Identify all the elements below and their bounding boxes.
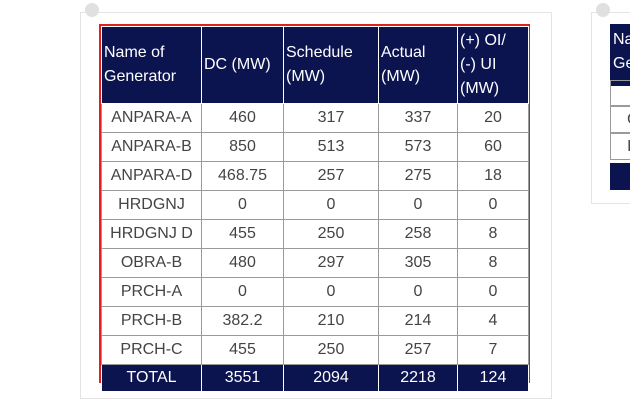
cell-actual: 573 (378, 132, 458, 162)
cell-schedule: 317 (283, 103, 379, 133)
adjacent-cell: C (627, 111, 630, 128)
cell-oi-ui: 0 (457, 277, 529, 307)
cell-schedule: 250 (283, 219, 379, 249)
cell-oi-ui: 18 (457, 161, 529, 191)
generator-table-container: Name of Generator DC (MW) Schedule (MW) … (99, 24, 530, 392)
adjacent-table-total-row (610, 163, 630, 190)
column-header-name: Name of Generator (101, 26, 202, 104)
cell-oi-ui: 8 (457, 248, 529, 278)
column-header-schedule: Schedule (MW) (283, 26, 379, 104)
adjacent-header-label: Na Ge (613, 31, 630, 72)
cell-generator-name: ANPARA-A (101, 103, 202, 133)
total-label: TOTAL (101, 364, 202, 392)
table-row: PRCH-B 382.2 210 214 4 (101, 306, 529, 336)
cell-schedule: 513 (283, 132, 379, 162)
cell-actual: 0 (378, 190, 458, 220)
table-header-row: Name of Generator DC (MW) Schedule (MW) … (101, 26, 529, 104)
cell-generator-name: ANPARA-D (101, 161, 202, 191)
table-total-row: TOTAL 3551 2094 2218 124 (101, 364, 529, 392)
cell-schedule: 257 (283, 161, 379, 191)
cell-oi-ui: 4 (457, 306, 529, 336)
cell-generator-name: ANPARA-B (101, 132, 202, 162)
cell-oi-ui: 8 (457, 219, 529, 249)
cell-generator-name: PRCH-A (101, 277, 202, 307)
cell-oi-ui: 7 (457, 335, 529, 365)
table-row: HRDGNJ D 455 250 258 8 (101, 219, 529, 249)
cell-generator-name: PRCH-C (101, 335, 202, 365)
cell-actual: 337 (378, 103, 458, 133)
total-schedule: 2094 (283, 364, 379, 392)
column-header-label: Actual (MW) (381, 44, 426, 85)
cell-actual: 257 (378, 335, 458, 365)
cell-dc: 468.75 (201, 161, 284, 191)
cell-schedule: 297 (283, 248, 379, 278)
card-indicator (85, 3, 99, 17)
column-header-label: Name of Generator (104, 44, 177, 85)
cell-dc: 0 (201, 277, 284, 307)
total-dc: 3551 (201, 364, 284, 392)
cell-dc: 850 (201, 132, 284, 162)
cell-dc: 480 (201, 248, 284, 278)
adjacent-cell: I (627, 138, 630, 155)
cell-oi-ui: 60 (457, 132, 529, 162)
cell-dc: 460 (201, 103, 284, 133)
adjacent-table-row (610, 80, 630, 106)
column-header-label: (+) OI/ (-) UI (MW) (460, 32, 506, 97)
adjacent-table-row: C (610, 106, 630, 133)
card-indicator (596, 3, 610, 17)
total-oi-ui: 124 (457, 364, 529, 392)
generator-table: Name of Generator DC (MW) Schedule (MW) … (101, 26, 529, 392)
cell-dc: 0 (201, 190, 284, 220)
table-row: ANPARA-A 460 317 337 20 (101, 103, 529, 133)
adjacent-table-row: I (610, 133, 630, 160)
column-header-actual: Actual (MW) (378, 26, 458, 104)
table-row: OBRA-B 480 297 305 8 (101, 248, 529, 278)
table-row: ANPARA-B 850 513 573 60 (101, 132, 529, 162)
cell-actual: 305 (378, 248, 458, 278)
cell-generator-name: PRCH-B (101, 306, 202, 336)
cell-dc: 455 (201, 335, 284, 365)
column-header-label: DC (MW) (204, 56, 271, 73)
cell-oi-ui: 0 (457, 190, 529, 220)
cell-actual: 275 (378, 161, 458, 191)
table-row: ANPARA-D 468.75 257 275 18 (101, 161, 529, 191)
column-header-dc: DC (MW) (201, 26, 284, 104)
cell-dc: 382.2 (201, 306, 284, 336)
column-header-oi-ui: (+) OI/ (-) UI (MW) (457, 26, 529, 104)
cell-actual: 214 (378, 306, 458, 336)
cell-schedule: 0 (283, 277, 379, 307)
table-row: HRDGNJ 0 0 0 0 (101, 190, 529, 220)
adjacent-table-header: Na Ge (610, 24, 630, 86)
cell-schedule: 0 (283, 190, 379, 220)
cell-generator-name: HRDGNJ (101, 190, 202, 220)
table-row: PRCH-A 0 0 0 0 (101, 277, 529, 307)
cell-schedule: 250 (283, 335, 379, 365)
cell-generator-name: HRDGNJ D (101, 219, 202, 249)
cell-actual: 0 (378, 277, 458, 307)
total-actual: 2218 (378, 364, 458, 392)
cell-schedule: 210 (283, 306, 379, 336)
cell-oi-ui: 20 (457, 103, 529, 133)
cell-generator-name: OBRA-B (101, 248, 202, 278)
cell-actual: 258 (378, 219, 458, 249)
column-header-label: Schedule (MW) (286, 44, 353, 85)
table-row: PRCH-C 455 250 257 7 (101, 335, 529, 365)
cell-dc: 455 (201, 219, 284, 249)
